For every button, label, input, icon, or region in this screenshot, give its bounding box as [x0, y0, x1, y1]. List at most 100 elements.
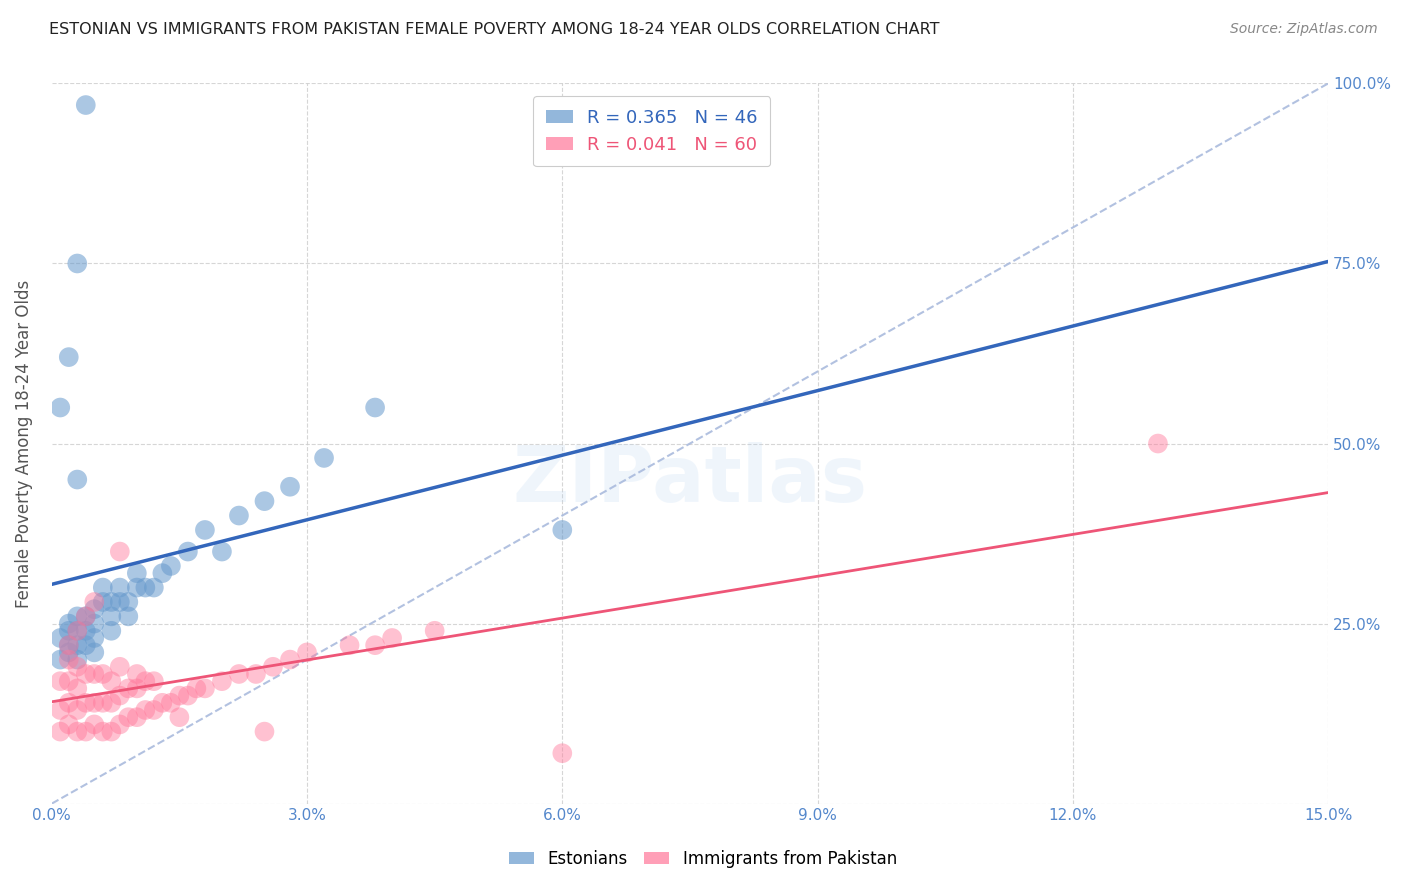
Point: [66, 703, 89, 717]
Point: [83, 616, 105, 631]
Point: [186, 681, 208, 696]
Point: [49, 652, 72, 666]
Point: [49, 724, 72, 739]
Point: [423, 624, 446, 638]
Point: [169, 689, 191, 703]
Point: [66, 609, 89, 624]
Point: [58, 638, 80, 652]
Point: [134, 674, 156, 689]
Text: ZIPatlas: ZIPatlas: [512, 442, 868, 517]
Point: [125, 566, 148, 581]
Point: [211, 544, 233, 558]
Legend: Estonians, Immigrants from Pakistan: Estonians, Immigrants from Pakistan: [502, 844, 904, 875]
Point: [117, 681, 139, 696]
Point: [49, 703, 72, 717]
Point: [49, 674, 72, 689]
Point: [211, 674, 233, 689]
Point: [278, 652, 301, 666]
Point: [100, 724, 122, 739]
Point: [75, 609, 97, 624]
Point: [91, 667, 114, 681]
Point: [75, 98, 97, 112]
Point: [75, 724, 97, 739]
Point: [75, 696, 97, 710]
Point: [108, 717, 131, 731]
Point: [551, 746, 574, 760]
Point: [100, 624, 122, 638]
Point: [58, 717, 80, 731]
Point: [66, 681, 89, 696]
Point: [49, 401, 72, 415]
Y-axis label: Female Poverty Among 18-24 Year Olds: Female Poverty Among 18-24 Year Olds: [15, 279, 32, 607]
Point: [278, 480, 301, 494]
Point: [66, 473, 89, 487]
Point: [58, 674, 80, 689]
Point: [66, 652, 89, 666]
Point: [364, 401, 387, 415]
Point: [58, 645, 80, 659]
Point: [245, 667, 267, 681]
Point: [66, 638, 89, 652]
Point: [295, 645, 318, 659]
Point: [117, 710, 139, 724]
Text: Source: ZipAtlas.com: Source: ZipAtlas.com: [1230, 22, 1378, 37]
Point: [142, 581, 165, 595]
Point: [160, 696, 183, 710]
Point: [66, 624, 89, 638]
Legend: R = 0.365   N = 46, R = 0.041   N = 60: R = 0.365 N = 46, R = 0.041 N = 60: [533, 96, 770, 167]
Point: [91, 696, 114, 710]
Point: [339, 638, 361, 652]
Point: [177, 544, 200, 558]
Point: [49, 631, 72, 645]
Text: ESTONIAN VS IMMIGRANTS FROM PAKISTAN FEMALE POVERTY AMONG 18-24 YEAR OLDS CORREL: ESTONIAN VS IMMIGRANTS FROM PAKISTAN FEM…: [49, 22, 939, 37]
Point: [66, 660, 89, 674]
Point: [169, 710, 191, 724]
Point: [262, 660, 284, 674]
Point: [100, 674, 122, 689]
Point: [66, 256, 89, 270]
Point: [75, 624, 97, 638]
Point: [100, 609, 122, 624]
Point: [83, 602, 105, 616]
Point: [91, 724, 114, 739]
Point: [134, 581, 156, 595]
Point: [58, 350, 80, 364]
Point: [125, 681, 148, 696]
Point: [100, 696, 122, 710]
Point: [228, 667, 250, 681]
Point: [551, 523, 574, 537]
Point: [312, 450, 335, 465]
Point: [108, 595, 131, 609]
Point: [253, 724, 276, 739]
Point: [125, 710, 148, 724]
Point: [58, 696, 80, 710]
Point: [75, 609, 97, 624]
Point: [253, 494, 276, 508]
Point: [150, 696, 173, 710]
Point: [75, 638, 97, 652]
Point: [83, 645, 105, 659]
Point: [117, 595, 139, 609]
Point: [1147, 436, 1170, 450]
Point: [194, 523, 217, 537]
Point: [160, 558, 183, 573]
Point: [108, 581, 131, 595]
Point: [58, 616, 80, 631]
Point: [58, 624, 80, 638]
Point: [58, 652, 80, 666]
Point: [117, 609, 139, 624]
Point: [91, 581, 114, 595]
Point: [108, 689, 131, 703]
Point: [83, 631, 105, 645]
Point: [83, 595, 105, 609]
Point: [83, 696, 105, 710]
Point: [150, 566, 173, 581]
Point: [142, 703, 165, 717]
Point: [91, 595, 114, 609]
Point: [66, 624, 89, 638]
Point: [125, 581, 148, 595]
Point: [66, 724, 89, 739]
Point: [142, 674, 165, 689]
Point: [364, 638, 387, 652]
Point: [134, 703, 156, 717]
